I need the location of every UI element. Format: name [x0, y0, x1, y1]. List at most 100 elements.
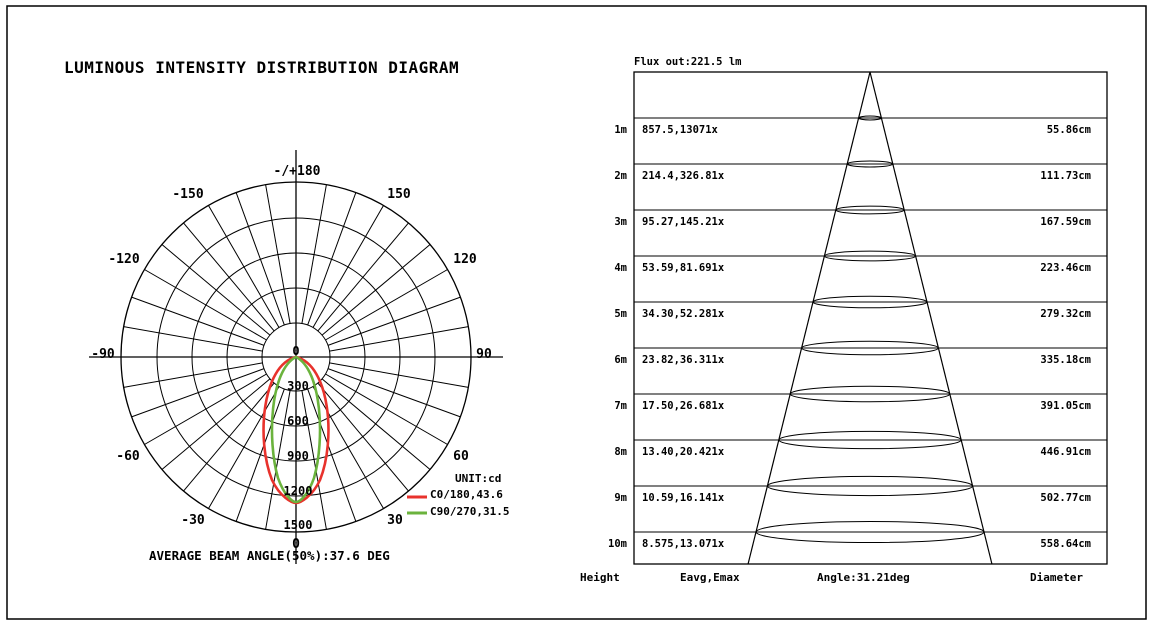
- grid-spoke: [131, 368, 265, 418]
- grid-spoke: [144, 269, 267, 341]
- row-eavg-emax: 10.59,16.141x: [642, 492, 725, 504]
- row-eavg-emax: 23.82,36.311x: [642, 354, 725, 366]
- cone-ring: [812, 295, 928, 309]
- angle-label-150: 150: [387, 187, 411, 202]
- grid-spoke: [265, 390, 291, 530]
- row-diameter: 111.73cm: [1040, 170, 1091, 182]
- row-height: 6m: [614, 354, 627, 366]
- row-eavg-emax: 95.27,145.21x: [642, 216, 725, 228]
- row-diameter: 167.59cm: [1040, 216, 1091, 228]
- grid-spoke: [123, 362, 263, 388]
- beam-angle: AVERAGE BEAM ANGLE(50%):37.6 DEG: [149, 548, 390, 563]
- radial-label-300: 300: [287, 379, 309, 393]
- grid-spoke: [312, 205, 384, 328]
- grid-spoke: [161, 378, 271, 470]
- row-diameter: 391.05cm: [1040, 400, 1091, 412]
- row-height: 4m: [614, 262, 627, 274]
- grid-spoke: [235, 388, 285, 522]
- polar-grid: [89, 150, 503, 564]
- legend-label-c0: C0/180,43.6: [430, 488, 503, 501]
- grid-spoke: [329, 362, 469, 388]
- radial-label-600: 600: [287, 414, 309, 428]
- grid-spoke: [161, 244, 271, 336]
- grid-spoke: [183, 222, 275, 332]
- diagram-title: LUMINOUS INTENSITY DISTRIBUTION DIAGRAM: [64, 58, 459, 77]
- cone-edge-right: [869, 71, 993, 565]
- light-cone: [747, 71, 993, 565]
- cone-ring: [858, 115, 882, 121]
- row-eavg-emax: 17.50,26.681x: [642, 400, 725, 412]
- angle-label-180: -/+180: [274, 164, 321, 179]
- angle-label-30: 30: [387, 513, 403, 528]
- grid-spoke: [317, 222, 409, 332]
- row-height: 5m: [614, 308, 627, 320]
- cone-ring: [846, 160, 894, 168]
- grid-spoke: [321, 244, 431, 336]
- row-height: 10m: [608, 538, 627, 550]
- row-diameter: 279.32cm: [1040, 308, 1091, 320]
- grid-spoke: [327, 296, 461, 346]
- row-height: 7m: [614, 400, 627, 412]
- angle-label-minus60: -60: [116, 449, 140, 464]
- grid-spoke: [327, 368, 461, 418]
- row-height: 8m: [614, 446, 627, 458]
- row-diameter: 223.46cm: [1040, 262, 1091, 274]
- cone-edge-left: [747, 71, 871, 565]
- grid-spoke: [208, 205, 280, 328]
- row-diameter: 558.64cm: [1040, 538, 1091, 550]
- row-diameter: 335.18cm: [1040, 354, 1091, 366]
- legend-label-c90: C90/270,31.5: [430, 505, 509, 518]
- grid-spoke: [307, 192, 357, 326]
- grid-spoke: [301, 184, 327, 324]
- row-height: 1m: [614, 124, 627, 136]
- angle-label-minus120: -120: [108, 252, 139, 267]
- grid-spoke: [317, 382, 409, 492]
- grid-spoke: [321, 378, 431, 470]
- cone-ring: [835, 205, 905, 215]
- flux-output: Flux out:221.5 lm: [634, 56, 741, 68]
- footer-height: Height: [580, 571, 620, 584]
- footer-diameter: Diameter: [1030, 571, 1083, 584]
- angle-label-60: 60: [453, 449, 469, 464]
- intensity-curves: [262, 355, 330, 505]
- grid-spoke: [235, 192, 285, 326]
- grid-spoke: [123, 326, 263, 352]
- row-eavg-emax: 8.575,13.071x: [642, 538, 725, 550]
- grid-spoke: [144, 373, 267, 445]
- cone-ring: [766, 475, 974, 497]
- grid-spoke: [329, 326, 469, 352]
- grid-spoke: [325, 269, 448, 341]
- grid-spoke: [265, 184, 291, 324]
- row-diameter: 502.77cm: [1040, 492, 1091, 504]
- row-height: 3m: [614, 216, 627, 228]
- radial-label-1200: 1200: [284, 484, 313, 498]
- cone-ring: [789, 385, 951, 403]
- row-height: 2m: [614, 170, 627, 182]
- cone-ring: [778, 430, 962, 450]
- angle-label-0: 0: [292, 537, 300, 552]
- radial-label-1500: 1500: [284, 518, 313, 532]
- row-height: 9m: [614, 492, 627, 504]
- angle-label-minus150: -150: [172, 187, 203, 202]
- footer-angle: Angle:31.21deg: [817, 571, 910, 584]
- grid-spoke: [208, 386, 280, 509]
- angle-label-90: 90: [476, 347, 492, 362]
- row-eavg-emax: 214.4,326.81x: [642, 170, 725, 182]
- polar-diagram: LUMINOUS INTENSITY DISTRIBUTION DIAGRAM …: [64, 58, 509, 564]
- row-eavg-emax: 13.40,20.421x: [642, 446, 725, 458]
- row-eavg-emax: 857.5,13071x: [642, 124, 719, 136]
- radial-label-900: 900: [287, 449, 309, 463]
- unit-label: UNIT:cd: [455, 472, 501, 485]
- cone-ring: [755, 520, 985, 544]
- angle-label-120: 120: [453, 252, 477, 267]
- curve-c90-270: [270, 355, 322, 504]
- cone-ring: [801, 340, 939, 356]
- illuminance-cone-table: Flux out:221.5 lm 1m 857.5,13071x 55.86cm 2…: [580, 56, 1108, 584]
- row-diameter: 55.86cm: [1047, 124, 1091, 136]
- row-eavg-emax: 53.59,81.691x: [642, 262, 725, 274]
- cone-ring: [823, 250, 917, 262]
- grid-spoke: [183, 382, 275, 492]
- grid-spoke: [307, 388, 357, 522]
- grid-spoke: [131, 296, 265, 346]
